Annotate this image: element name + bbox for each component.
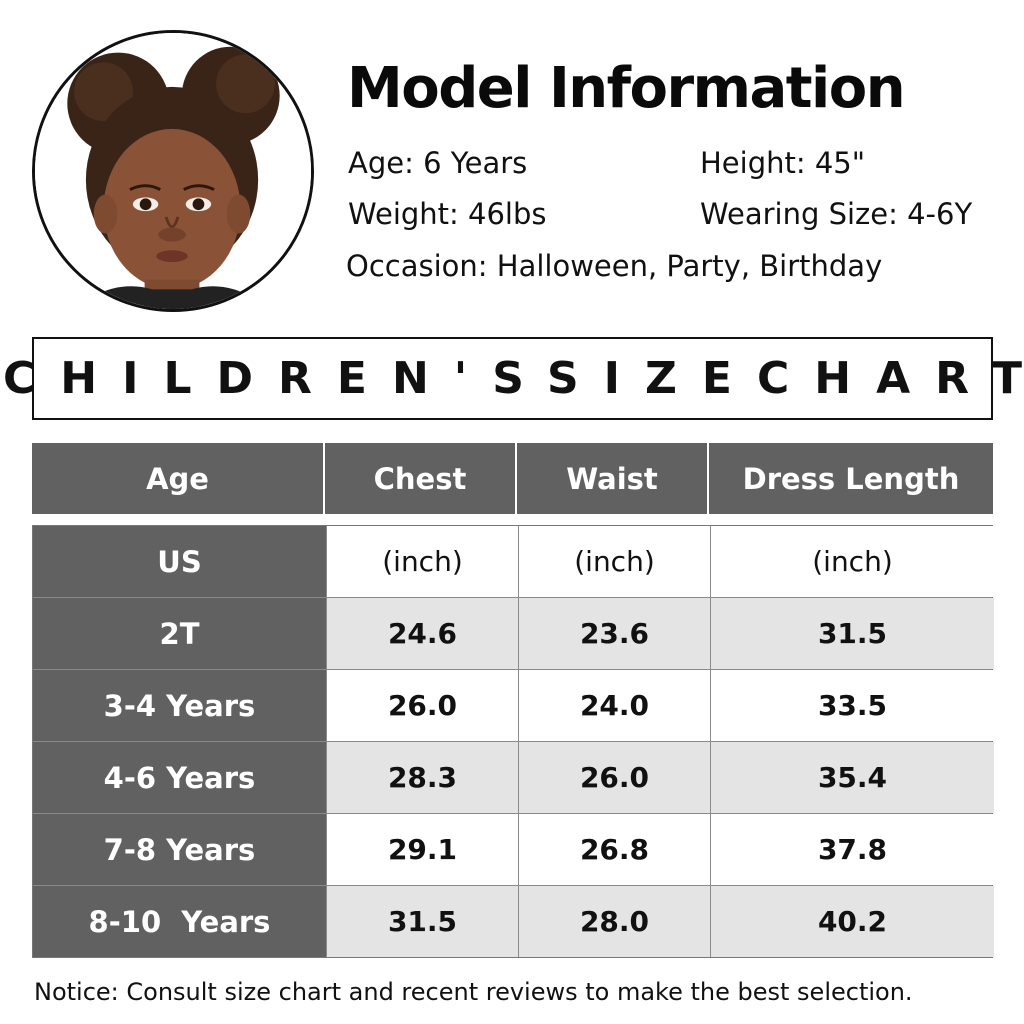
row-label: 3-4 Years bbox=[33, 670, 326, 741]
model-wearing-size: Wearing Size: 4-6Y bbox=[700, 197, 973, 231]
model-info-title: Model Information bbox=[347, 56, 906, 121]
model-age: Age: 6 Years bbox=[348, 146, 528, 180]
model-occasion: Occasion: Halloween, Party, Birthday bbox=[346, 249, 883, 283]
chest-value: 29.1 bbox=[326, 814, 518, 885]
header-age: Age bbox=[32, 443, 325, 514]
chest-value: 28.3 bbox=[326, 742, 518, 813]
waist-value: 26.8 bbox=[518, 814, 710, 885]
unit-dress-length: (inch) bbox=[710, 526, 994, 597]
waist-value: 28.0 bbox=[518, 886, 710, 957]
unit-chest: (inch) bbox=[326, 526, 518, 597]
model-photo bbox=[32, 30, 314, 312]
table-row-units: US (inch) (inch) (inch) bbox=[33, 526, 994, 598]
chest-value: 31.5 bbox=[326, 886, 518, 957]
size-chart-banner: CHILDREN'SSIZECHART bbox=[3, 337, 1022, 420]
row-label: US bbox=[33, 526, 326, 597]
notice-text: Notice: Consult size chart and recent re… bbox=[34, 978, 913, 1006]
size-table-body: US (inch) (inch) (inch) 2T 24.6 23.6 31.… bbox=[32, 525, 994, 958]
dress-length-value: 31.5 bbox=[710, 598, 994, 669]
model-height: Height: 45" bbox=[700, 146, 866, 180]
table-row: 2T 24.6 23.6 31.5 bbox=[33, 598, 994, 670]
row-label: 8-10 Years bbox=[33, 886, 326, 957]
table-row: 4-6 Years 28.3 26.0 35.4 bbox=[33, 742, 994, 814]
header-dress-length: Dress Length bbox=[709, 443, 993, 514]
table-row: 3-4 Years 26.0 24.0 33.5 bbox=[33, 670, 994, 742]
model-weight: Weight: 46lbs bbox=[348, 197, 547, 231]
header-chest: Chest bbox=[325, 443, 517, 514]
size-table-header: Age Chest Waist Dress Length bbox=[32, 443, 993, 514]
row-label: 7-8 Years bbox=[33, 814, 326, 885]
waist-value: 23.6 bbox=[518, 598, 710, 669]
unit-waist: (inch) bbox=[518, 526, 710, 597]
dress-length-value: 33.5 bbox=[710, 670, 994, 741]
chest-value: 26.0 bbox=[326, 670, 518, 741]
dress-length-value: 35.4 bbox=[710, 742, 994, 813]
table-row: 8-10 Years 31.5 28.0 40.2 bbox=[33, 886, 994, 957]
header-waist: Waist bbox=[517, 443, 709, 514]
dress-length-value: 37.8 bbox=[710, 814, 994, 885]
waist-value: 24.0 bbox=[518, 670, 710, 741]
dress-length-value: 40.2 bbox=[710, 886, 994, 957]
child-portrait-image bbox=[35, 33, 311, 309]
waist-value: 26.0 bbox=[518, 742, 710, 813]
row-label: 2T bbox=[33, 598, 326, 669]
chest-value: 24.6 bbox=[326, 598, 518, 669]
table-row: 7-8 Years 29.1 26.8 37.8 bbox=[33, 814, 994, 886]
row-label: 4-6 Years bbox=[33, 742, 326, 813]
size-chart-title: CHILDREN'SSIZECHART bbox=[2, 353, 1024, 404]
